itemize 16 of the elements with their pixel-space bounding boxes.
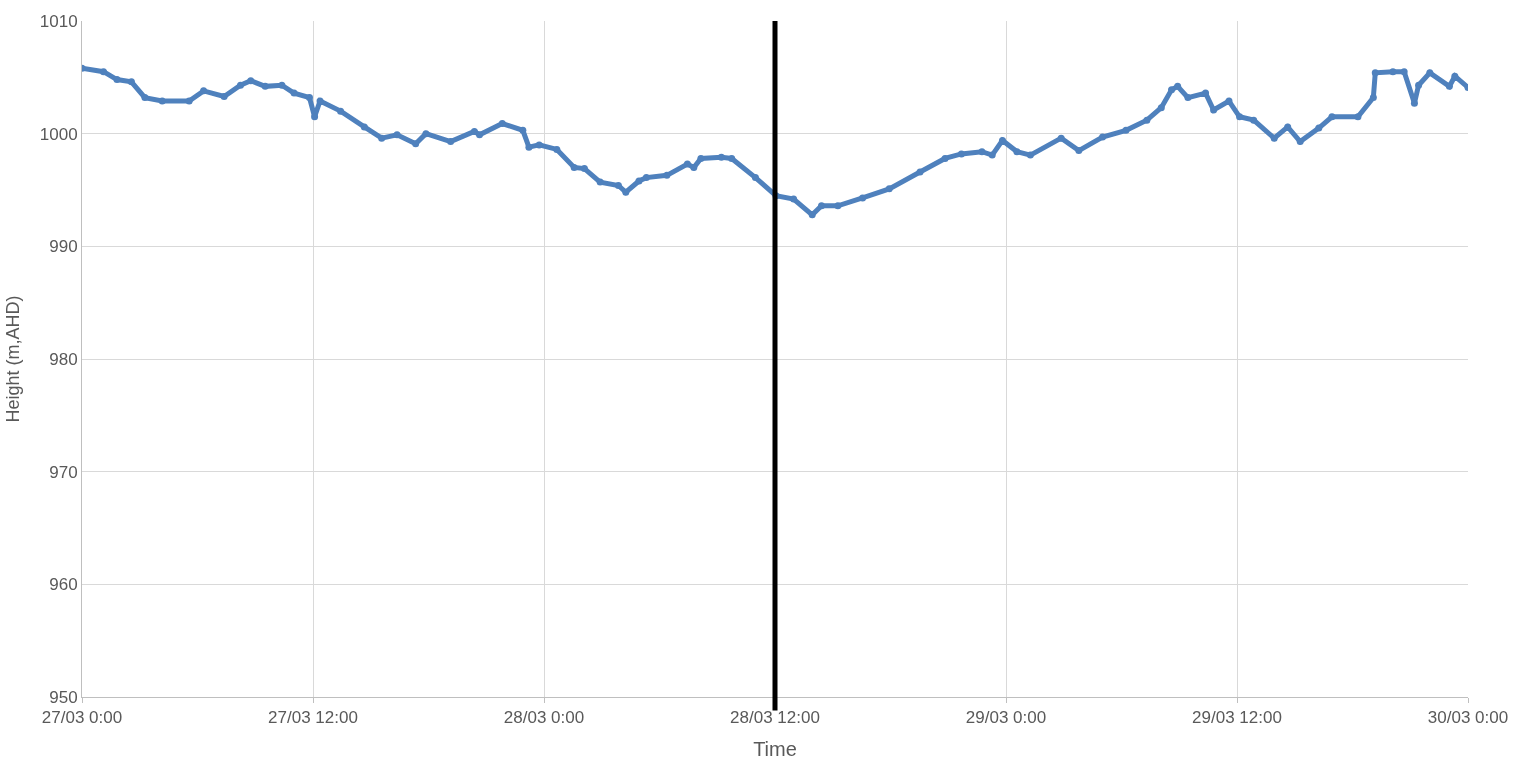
x-tick-label: 29/03 0:00 — [965, 708, 1047, 728]
y-tick-label: 960 — [49, 575, 78, 595]
x-tick-label: 30/03 0:00 — [1427, 708, 1509, 728]
x-tick-label: 28/03 0:00 — [503, 708, 585, 728]
y-tick-label: 1010 — [39, 11, 78, 31]
y-tick-label: 990 — [49, 237, 78, 257]
x-tick-label: 27/03 12:00 — [268, 708, 358, 728]
x-tick-label: 29/03 12:00 — [1192, 708, 1282, 728]
y-tick-label: 1000 — [39, 124, 78, 144]
y-axis-title: Height (m,AHD) — [2, 295, 23, 423]
x-tick-label: 28/03 12:00 — [730, 708, 820, 728]
x-axis-title: Time — [753, 737, 797, 760]
x-tick-label: 27/03 0:00 — [41, 708, 123, 728]
y-tick-label: 950 — [49, 687, 78, 707]
y-tick-label: 980 — [49, 349, 78, 369]
y-tick-label: 970 — [49, 462, 78, 482]
